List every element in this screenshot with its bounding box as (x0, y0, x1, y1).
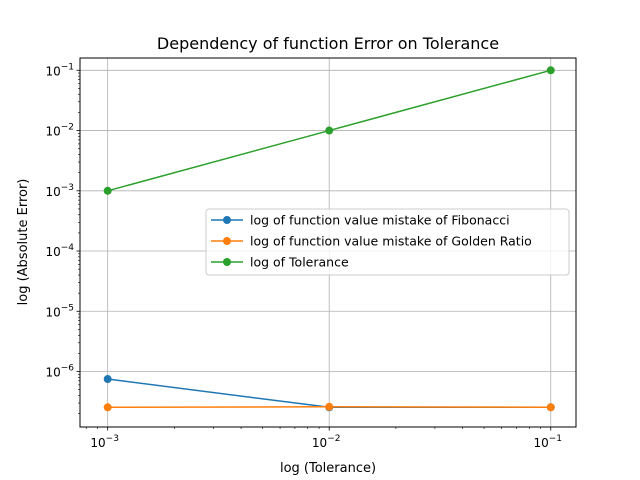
legend-marker-0 (223, 216, 231, 224)
x-tick-label: 10−2 (312, 434, 341, 450)
data-point-0-0 (103, 375, 112, 384)
x-tick-exponent: −2 (327, 434, 340, 444)
y-tick-exponent: −4 (61, 243, 75, 253)
legend-label-1: log of function value mistake of Golden … (250, 234, 532, 249)
ticks: 10−3 10−2 10−110−610−510−410−310−210−1 (45, 62, 562, 450)
series-group (103, 66, 555, 412)
data-point-1-1 (325, 402, 334, 411)
y-tick-label: 10−5 (45, 303, 74, 319)
y-tick-label: 10−4 (45, 243, 74, 259)
legend-box (205, 208, 570, 276)
y-tick-base: 10 (45, 125, 60, 139)
x-axis-label: log (Tolerance) (280, 461, 376, 476)
y-tick-label: 10−1 (45, 62, 74, 78)
y-tick-base: 10 (45, 305, 60, 319)
y-tick-label: 10−2 (45, 123, 74, 139)
y-tick-exponent: −3 (61, 183, 74, 193)
x-tick-base: 10 (312, 436, 327, 450)
y-tick-base: 10 (45, 366, 60, 380)
data-point-2-0 (103, 186, 112, 195)
y-tick-exponent: −5 (61, 303, 74, 313)
data-point-1-0 (103, 403, 112, 412)
legend-marker-1 (223, 237, 231, 245)
x-tick-base: 10 (90, 436, 105, 450)
data-point-2-1 (325, 126, 334, 135)
y-tick-exponent: −6 (61, 364, 75, 374)
y-tick-base: 10 (45, 245, 60, 259)
y-tick-base: 10 (45, 185, 60, 199)
legend-label-2: log of Tolerance (250, 255, 349, 270)
x-tick-label: 10−3 (90, 434, 119, 450)
y-tick-exponent: −2 (61, 123, 74, 133)
x-tick-base: 10 (533, 436, 548, 450)
data-point-1-2 (546, 403, 555, 412)
y-tick-base: 10 (45, 64, 60, 78)
x-tick-exponent: −3 (106, 434, 119, 444)
x-tick-label: 10−1 (533, 434, 562, 450)
plot-frame (79, 57, 577, 428)
y-tick-exponent: −1 (61, 62, 74, 72)
y-tick-label: 10−6 (45, 364, 74, 380)
chart-title: Dependency of function Error on Toleranc… (157, 34, 499, 53)
y-axis-label: log (Absolute Error) (16, 179, 31, 306)
x-tick-exponent: −1 (549, 434, 562, 444)
y-tick-label: 10−3 (45, 183, 74, 199)
legend: log of function value mistake of Fibonac… (205, 208, 570, 276)
legend-label-0: log of function value mistake of Fibonac… (250, 213, 510, 228)
legend-marker-2 (223, 258, 231, 266)
data-point-2-2 (546, 66, 555, 75)
